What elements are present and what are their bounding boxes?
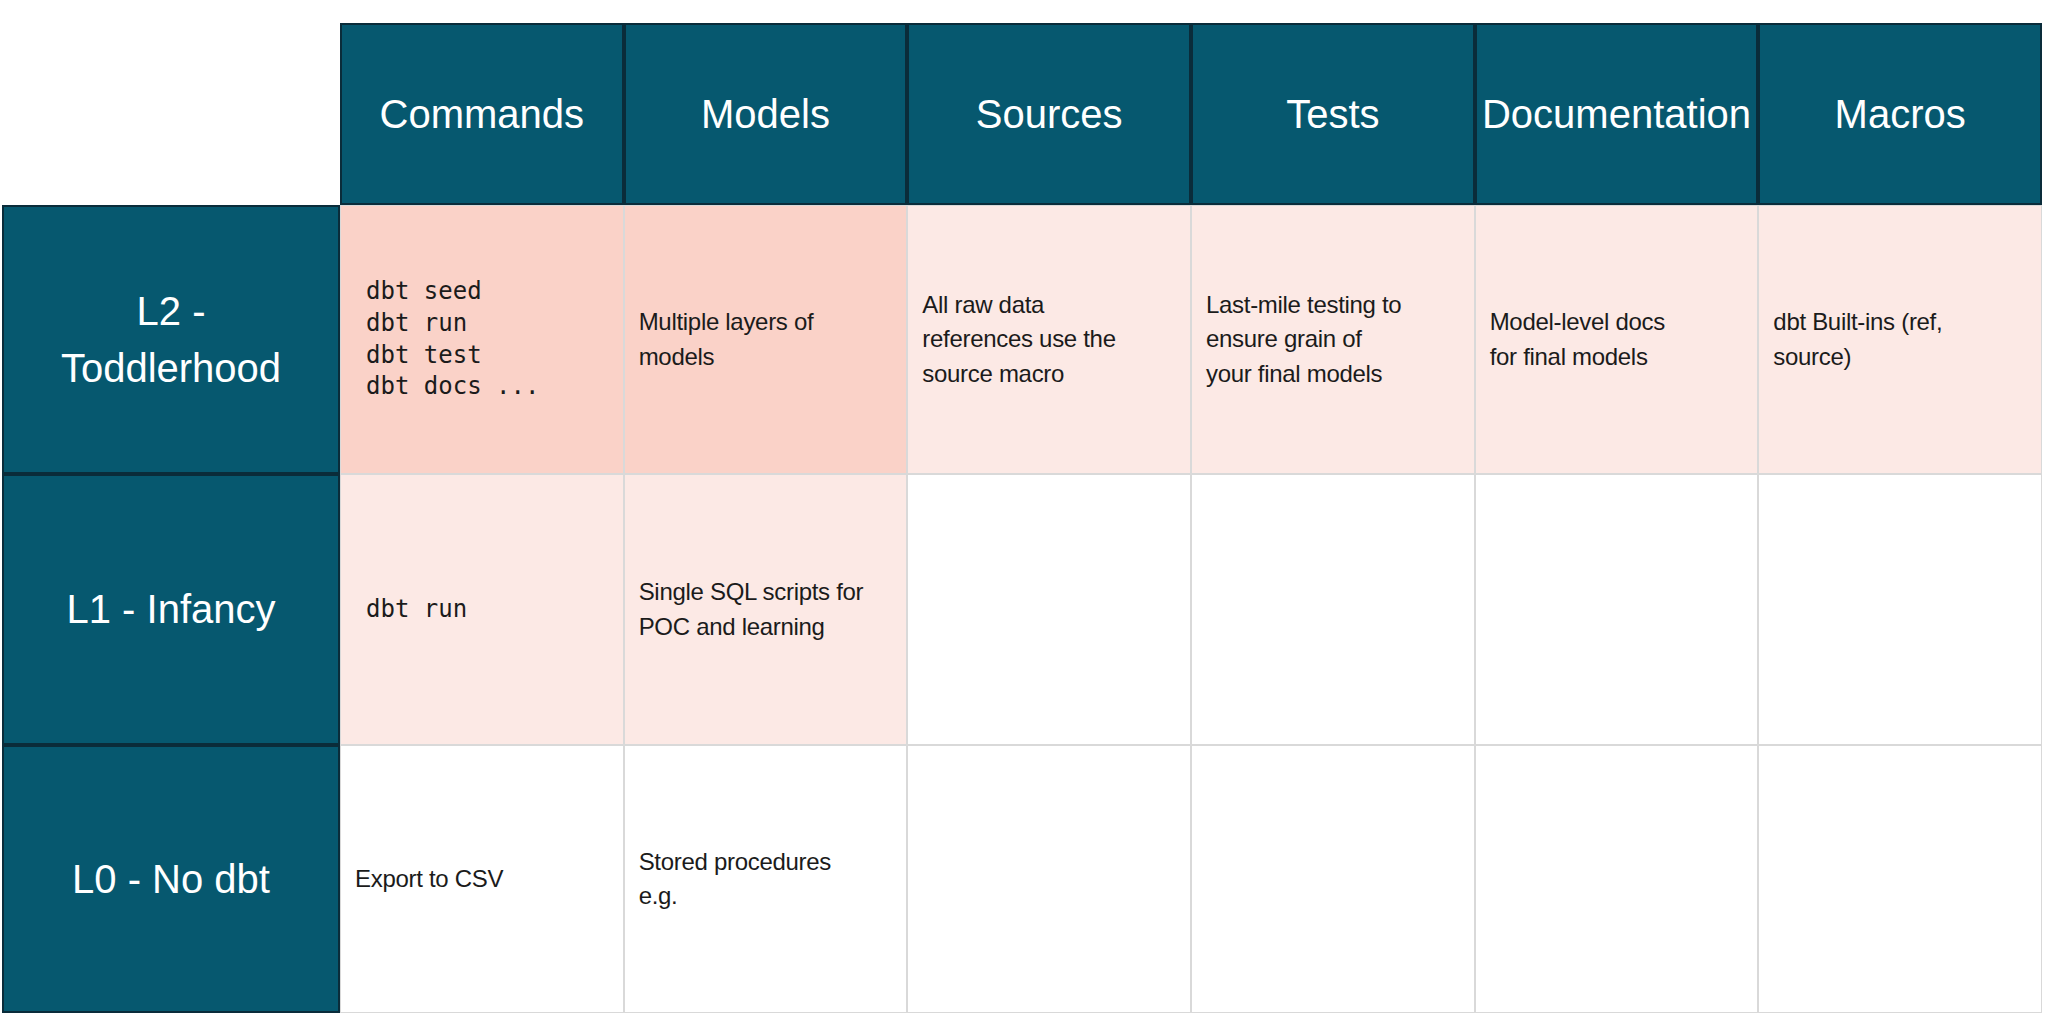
cell-l0-tests <box>1191 745 1475 1013</box>
cell-l2-documentation: Model-level docs for final models <box>1475 205 1759 474</box>
cell-l1-commands: dbt run <box>340 474 624 745</box>
cell-l1-tests <box>1191 474 1475 745</box>
cell-l1-sources <box>907 474 1191 745</box>
cell-l2-commands: dbt seed dbt run dbt test dbt docs ... <box>340 205 624 474</box>
cell-l0-documentation <box>1475 745 1759 1013</box>
dbt-maturity-matrix-table: Commands Models Sources Tests Documentat… <box>2 23 2042 1013</box>
col-header-documentation: Documentation <box>1475 23 1759 205</box>
cell-l0-macros <box>1758 745 2042 1013</box>
cell-l0-sources <box>907 745 1191 1013</box>
cell-l2-tests: Last-mile testing to ensure grain of you… <box>1191 205 1475 474</box>
cell-l0-commands: Export to CSV <box>340 745 624 1013</box>
cell-l1-macros <box>1758 474 2042 745</box>
corner-spacer <box>2 23 340 205</box>
col-header-commands: Commands <box>340 23 624 205</box>
cell-l1-documentation <box>1475 474 1759 745</box>
col-header-macros: Macros <box>1758 23 2042 205</box>
cell-l0-models: Stored procedures e.g. <box>624 745 908 1013</box>
row-header-l0-no-dbt: L0 - No dbt <box>2 745 340 1013</box>
row-header-l1-infancy: L1 - Infancy <box>2 474 340 745</box>
row-header-l2-toddlerhood: L2 - Toddlerhood <box>2 205 340 474</box>
cell-l2-models: Multiple layers of models <box>624 205 908 474</box>
cell-l2-sources: All raw data references use the source m… <box>907 205 1191 474</box>
col-header-tests: Tests <box>1191 23 1475 205</box>
col-header-models: Models <box>624 23 908 205</box>
cell-l1-models: Single SQL scripts for POC and learning <box>624 474 908 745</box>
cell-l2-macros: dbt Built-ins (ref, source) <box>1758 205 2042 474</box>
col-header-sources: Sources <box>907 23 1191 205</box>
